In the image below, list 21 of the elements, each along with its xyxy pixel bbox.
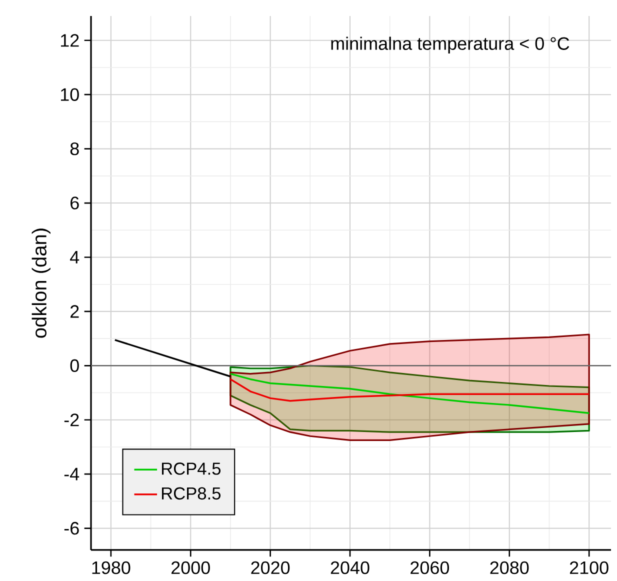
y-tick-label: 10 bbox=[60, 88, 79, 101]
y-tick-label: -6 bbox=[64, 522, 79, 535]
y-axis-title: odklon (dan) bbox=[32, 228, 50, 338]
x-tick-label: 2100 bbox=[570, 561, 608, 574]
y-tick-label: 8 bbox=[70, 142, 79, 156]
y-tick-label: 0 bbox=[70, 359, 79, 372]
x-tick-label: 2020 bbox=[251, 561, 290, 574]
y-tick-label: 4 bbox=[70, 251, 80, 264]
x-tick-label: 2000 bbox=[172, 561, 210, 574]
y-tick-label: -4 bbox=[64, 468, 80, 480]
y-tick-label: 12 bbox=[60, 34, 79, 47]
legend-label: RCP8.5 bbox=[162, 487, 221, 500]
legend-label: RCP4.5 bbox=[162, 462, 221, 475]
x-tick-label: 2040 bbox=[330, 561, 370, 574]
y-tick-label: 2 bbox=[70, 305, 79, 318]
x-tick-label: 2080 bbox=[490, 561, 529, 574]
x-tick-label: 1980 bbox=[92, 561, 130, 574]
text: minimalna temperatura < 0 °C bbox=[331, 36, 570, 54]
y-tick-label: -2 bbox=[64, 414, 79, 426]
y-tick-label: 6 bbox=[70, 196, 79, 210]
x-tick-label: 2060 bbox=[410, 561, 450, 574]
